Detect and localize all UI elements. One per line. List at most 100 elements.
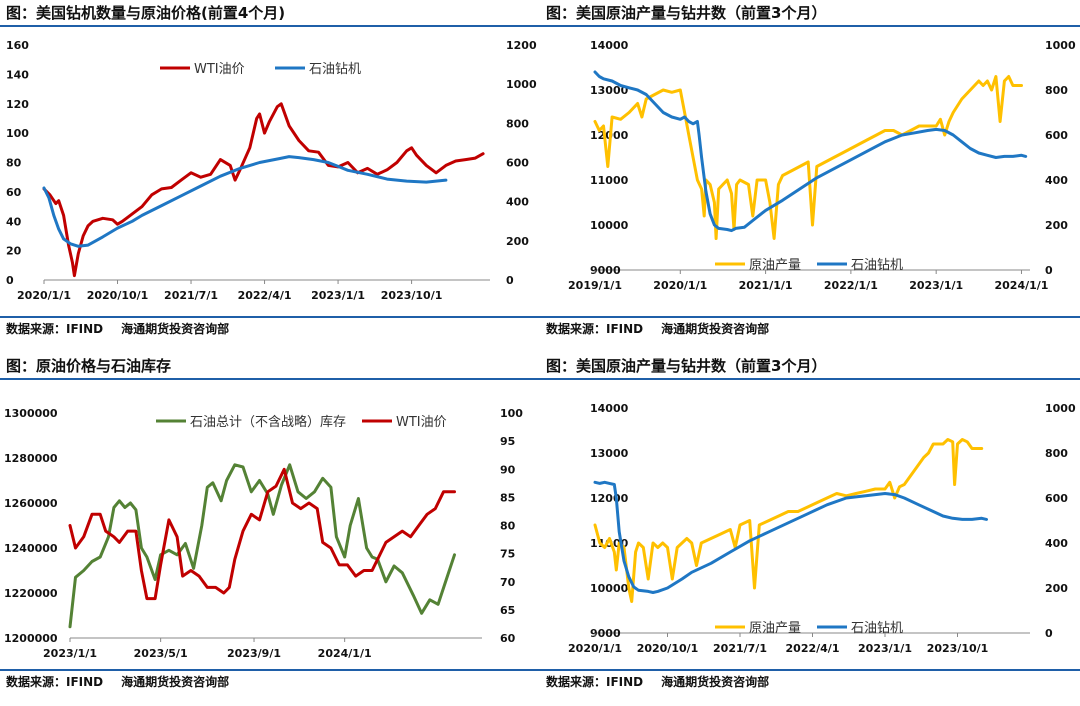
y-left-tick-label: 1280000 (4, 452, 58, 465)
title-divider (0, 25, 540, 27)
y-left-tick-label: 20 (6, 245, 22, 258)
chart-wti-vs-inventory: 1200000 1220000 1240000 1260000 1280000 13000… (4, 407, 523, 660)
chart-production-vs-rigs-2020: 9000100001100012000130001400002004006008… (568, 402, 1076, 655)
y-left-tick-label: 13000 (590, 84, 629, 97)
y-right-tick-label: 60 (500, 632, 516, 645)
panel-title: 图：美国钻机数量与原油价格(前置4个月) (6, 4, 286, 22)
series-line-1 (42, 155, 448, 248)
source-divider (0, 669, 540, 671)
y-right-tick-label: 1000 (1045, 39, 1076, 52)
y-left-tick-label: 160 (6, 39, 29, 52)
y-left-tick-label: 140 (6, 68, 29, 81)
y-right-tick-label: 1000 (1045, 402, 1076, 415)
source-note: 数据来源：IFIND 海通期货投资咨询部 (6, 320, 247, 337)
y-left-tick-label: 14000 (590, 39, 629, 52)
series-line-0 (42, 102, 485, 278)
source-org: 海通期货投资咨询部 (661, 675, 770, 689)
y-left-tick-label: 10000 (590, 582, 629, 595)
source-org: 海通期货投资咨询部 (661, 322, 770, 336)
source-note: 数据来源：IFIND 海通期货投资咨询部 (546, 320, 787, 337)
panel-title: 图：美国原油产量与钻井数（前置3个月） (546, 357, 827, 375)
chart-production-vs-rigs-2019: 9000100001100012000130001400002004006008… (568, 39, 1076, 292)
series-line-0 (593, 438, 984, 603)
x-tick-label: 2020/10/1 (637, 642, 699, 655)
y-right-tick-label: 0 (1045, 264, 1053, 277)
y-left-tick-label: 1260000 (4, 497, 58, 510)
y-right-tick-label: 70 (500, 576, 516, 589)
legend-label: WTI油价 (396, 415, 447, 430)
x-tick-label: 2023/10/1 (381, 289, 443, 302)
y-right-tick-label: 800 (1045, 447, 1068, 460)
panel-wti-vs-inventory: 图：原油价格与石油库存 1200000 1220000 1240000 1260000… (0, 353, 540, 706)
series-line-0 (68, 463, 456, 629)
y-right-tick-label: 400 (1045, 174, 1068, 187)
x-tick-label: 2023/10/1 (927, 642, 989, 655)
y-right-tick-label: 800 (506, 117, 529, 130)
y-right-tick-label: 65 (500, 604, 515, 617)
y-left-tick-label: 10000 (590, 219, 629, 232)
source-org: 海通期货投资咨询部 (121, 675, 230, 689)
y-right-tick-label: 80 (500, 520, 516, 533)
source-label: 数据来源：IFIND (546, 675, 644, 689)
x-tick-label: 2024/1/1 (318, 647, 372, 660)
source-org: 海通期货投资咨询部 (121, 322, 230, 336)
panel-production-vs-rigs-2019: 图：美国原油产量与钻井数（前置3个月） 9000 10000 11000 12000 1… (540, 0, 1080, 353)
panel-rigs-vs-wti: 图：美国钻机数量与原油价格(前置4个月) 0 20 40 60 80 100 120 140 1… (0, 0, 540, 353)
x-tick-label: 2021/1/1 (739, 279, 793, 292)
source-divider (540, 316, 1080, 318)
panel-production-vs-rigs-2020: 图：美国原油产量与钻井数（前置3个月） 9000 10000 11000 12000 1… (540, 353, 1080, 706)
title-divider (540, 25, 1080, 27)
legend-label: 石油钻机 (851, 258, 903, 273)
y-right-tick-label: 600 (1045, 492, 1068, 505)
y-left-tick-label: 100 (6, 127, 29, 140)
source-note: 数据来源：IFIND 海通期货投资咨询部 (6, 673, 247, 690)
legend-label: 石油总计（不含战略）库存 (190, 414, 346, 430)
title-divider (540, 378, 1080, 380)
y-right-tick-label: 0 (1045, 627, 1053, 640)
x-tick-label: 2019/1/1 (568, 279, 622, 292)
y-right-tick-label: 600 (506, 157, 529, 170)
source-divider (540, 669, 1080, 671)
y-right-tick-label: 1000 (506, 78, 537, 91)
y-left-tick-label: 0 (6, 274, 14, 287)
y-left-tick-label: 13000 (590, 447, 629, 460)
y-right-tick-label: 0 (506, 274, 514, 287)
x-tick-label: 2023/9/1 (227, 647, 281, 660)
legend-label: 石油钻机 (851, 621, 903, 636)
y-left-tick-label: 40 (6, 215, 22, 228)
x-tick-label: 2024/1/1 (994, 279, 1048, 292)
x-tick-label: 2023/1/1 (858, 642, 912, 655)
x-tick-label: 2020/1/1 (568, 642, 622, 655)
x-tick-label: 2022/4/1 (238, 289, 292, 302)
y-left-tick-label: 9000 (590, 627, 621, 640)
series-line-1 (593, 70, 1028, 233)
y-left-tick-label: 1240000 (4, 542, 58, 555)
y-right-tick-label: 75 (500, 548, 515, 561)
y-right-tick-label: 200 (1045, 582, 1068, 595)
y-right-tick-label: 1200 (506, 39, 537, 52)
y-right-tick-label: 85 (500, 491, 515, 504)
y-left-tick-label: 12000 (590, 492, 629, 505)
x-tick-label: 2023/1/1 (43, 647, 97, 660)
y-right-tick-label: 400 (1045, 537, 1068, 550)
x-tick-label: 2022/1/1 (824, 279, 878, 292)
y-right-tick-label: 800 (1045, 84, 1068, 97)
y-right-tick-label: 95 (500, 435, 515, 448)
y-left-tick-label: 1300000 (4, 407, 58, 420)
panel-title: 图：原油价格与石油库存 (6, 357, 172, 375)
x-tick-label: 2021/7/1 (164, 289, 218, 302)
title-divider (0, 378, 540, 380)
x-tick-label: 2022/4/1 (786, 642, 840, 655)
series-line-1 (68, 467, 456, 601)
legend-label: 原油产量 (749, 621, 801, 636)
x-tick-label: 2020/1/1 (653, 279, 707, 292)
y-right-tick-label: 400 (506, 196, 529, 209)
y-left-tick-label: 14000 (590, 402, 629, 415)
y-left-tick-label: 11000 (590, 174, 629, 187)
series-line-1 (593, 480, 988, 594)
source-label: 数据来源：IFIND (546, 322, 644, 336)
y-left-tick-label: 1200000 (4, 632, 58, 645)
series-line-0 (593, 75, 1023, 240)
legend-label: 石油钻机 (309, 62, 361, 77)
source-label: 数据来源：IFIND (6, 675, 104, 689)
